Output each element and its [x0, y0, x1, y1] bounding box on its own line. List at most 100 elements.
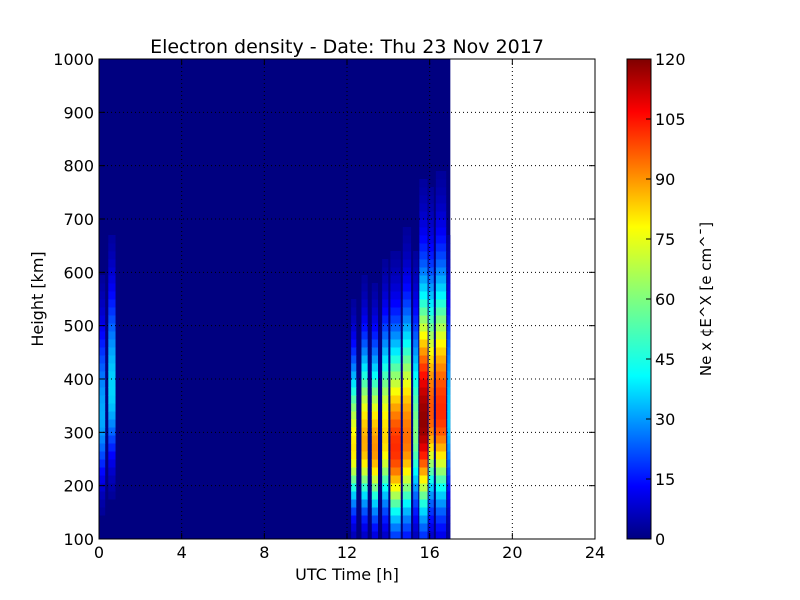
heatmap-cell	[435, 243, 447, 252]
heatmap-cell	[108, 235, 116, 244]
heatmap-cell	[435, 219, 447, 228]
heatmap-cell	[361, 467, 368, 476]
heatmap-cell	[413, 499, 419, 508]
heatmap-cell	[402, 275, 412, 284]
heatmap-cell	[413, 467, 419, 476]
heatmap-cell	[361, 283, 368, 292]
heatmap-cell	[428, 443, 434, 452]
heatmap-cell	[428, 523, 434, 532]
heatmap-cell	[99, 291, 106, 300]
heatmap-cell	[382, 323, 389, 332]
heatmap-cell	[413, 299, 419, 308]
heatmap-cell	[428, 531, 434, 539]
heatmap-cell	[413, 435, 419, 444]
heatmap-cell	[413, 283, 419, 292]
y-tick-label: 1000	[53, 50, 94, 69]
heatmap-cell	[402, 451, 412, 460]
heatmap-cell	[447, 451, 451, 460]
heatmap-cell	[351, 531, 357, 539]
heatmap-cell	[390, 435, 401, 444]
heatmap-cell	[382, 379, 389, 388]
y-tick-label: 200	[63, 477, 94, 496]
heatmap-cell	[435, 251, 447, 260]
y-tick-label: 300	[63, 423, 94, 442]
heatmap-cell	[371, 347, 378, 356]
heatmap-cell	[413, 515, 419, 524]
heatmap-cell	[382, 387, 389, 396]
heatmap-cell	[447, 315, 451, 324]
heatmap-cell	[428, 211, 434, 220]
y-tick-label: 700	[63, 210, 94, 229]
y-tick-label: 100	[63, 530, 94, 549]
heatmap-cell	[361, 507, 368, 516]
heatmap-cell	[361, 299, 368, 308]
heatmap-cell	[435, 211, 447, 220]
heatmap-cell	[419, 299, 428, 308]
heatmap-cell	[419, 195, 428, 204]
heatmap-cell	[419, 499, 428, 508]
heatmap-cell	[413, 339, 419, 348]
heatmap-cell	[99, 507, 106, 516]
heatmap-cell	[382, 427, 389, 436]
heatmap-cell	[361, 483, 368, 492]
x-tick-label: 4	[177, 543, 187, 562]
heatmap-cell	[99, 499, 106, 508]
heatmap-cell	[361, 459, 368, 468]
heatmap-cell	[402, 467, 412, 476]
heatmap-cell	[435, 387, 447, 396]
heatmap-column	[351, 299, 357, 539]
x-tick-label: 24	[585, 543, 605, 562]
heatmap-cell	[108, 251, 116, 260]
heatmap-cell	[361, 531, 368, 539]
heatmap-cell	[108, 379, 116, 388]
heatmap-cell	[402, 531, 412, 539]
heatmap-column	[447, 235, 451, 539]
heatmap-cell	[428, 483, 434, 492]
heatmap-cell	[382, 275, 389, 284]
colorbar-tick-label: 60	[655, 290, 675, 309]
heatmap-cell	[382, 459, 389, 468]
heatmap-cell	[99, 435, 106, 444]
heatmap-cell	[447, 515, 451, 524]
grid-lines	[99, 59, 595, 539]
heatmap-cell	[390, 475, 401, 484]
heatmap-cell	[413, 411, 419, 420]
x-tick-label: 16	[419, 543, 439, 562]
heatmap-cell	[351, 315, 357, 324]
chart-title: Electron density - Date: Thu 23 Nov 2017	[150, 36, 544, 58]
heatmap-cell	[390, 523, 401, 532]
heatmap-cell	[435, 451, 447, 460]
heatmap-cell	[413, 267, 419, 276]
heatmap-cell	[413, 387, 419, 396]
heatmap-cell	[390, 507, 401, 516]
heatmap-cell	[108, 395, 116, 404]
heatmap-cell	[428, 459, 434, 468]
heatmap-column	[413, 251, 419, 539]
y-tick-label: 400	[63, 370, 94, 389]
heatmap-cell	[435, 195, 447, 204]
heatmap-cell	[447, 379, 451, 388]
heatmap-cell	[108, 403, 116, 412]
heatmap-cell	[382, 499, 389, 508]
heatmap-cell	[371, 363, 378, 372]
plot-area: 0 4 8 12 16 20 24 1002003004005006007008009001…	[53, 50, 605, 562]
heatmap-cell	[413, 323, 419, 332]
heatmap-cell	[419, 267, 428, 276]
heatmap-cell	[108, 427, 116, 436]
heatmap-cell	[447, 419, 451, 428]
heatmap-cell	[402, 299, 412, 308]
heatmap-cell	[413, 427, 419, 436]
heatmap-cell	[361, 443, 368, 452]
heatmap-cell	[99, 379, 106, 388]
heatmap-cell	[371, 523, 378, 532]
heatmap-cell	[390, 355, 401, 364]
heatmap-cell	[402, 483, 412, 492]
heatmap-cell	[382, 347, 389, 356]
heatmap-cell	[413, 251, 419, 260]
heatmap-cell	[99, 331, 106, 340]
heatmap-cell	[99, 491, 106, 500]
y-tick-label: 600	[63, 263, 94, 282]
heatmap-cell	[99, 371, 106, 380]
heatmap-cell	[382, 531, 389, 539]
heatmap-cell	[99, 355, 106, 364]
